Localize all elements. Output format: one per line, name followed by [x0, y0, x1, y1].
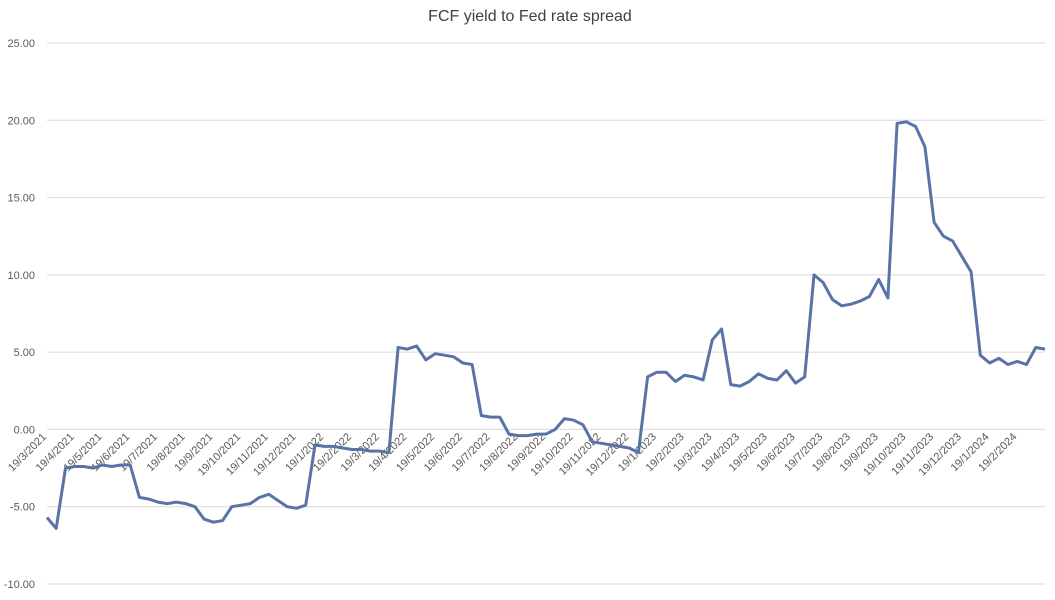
y-tick-label: 0.00 — [14, 424, 35, 436]
y-tick-label: 5.00 — [14, 347, 35, 359]
chart-title: FCF yield to Fed rate spread — [428, 8, 632, 25]
y-tick-label: 20.00 — [7, 115, 35, 127]
y-tick-label: -10.00 — [4, 579, 35, 591]
y-tick-label: 25.00 — [7, 38, 35, 50]
y-tick-label: 10.00 — [7, 270, 35, 282]
y-tick-label: 15.00 — [7, 193, 35, 205]
data-line — [45, 120, 1046, 530]
y-tick-label: -5.00 — [10, 502, 35, 514]
